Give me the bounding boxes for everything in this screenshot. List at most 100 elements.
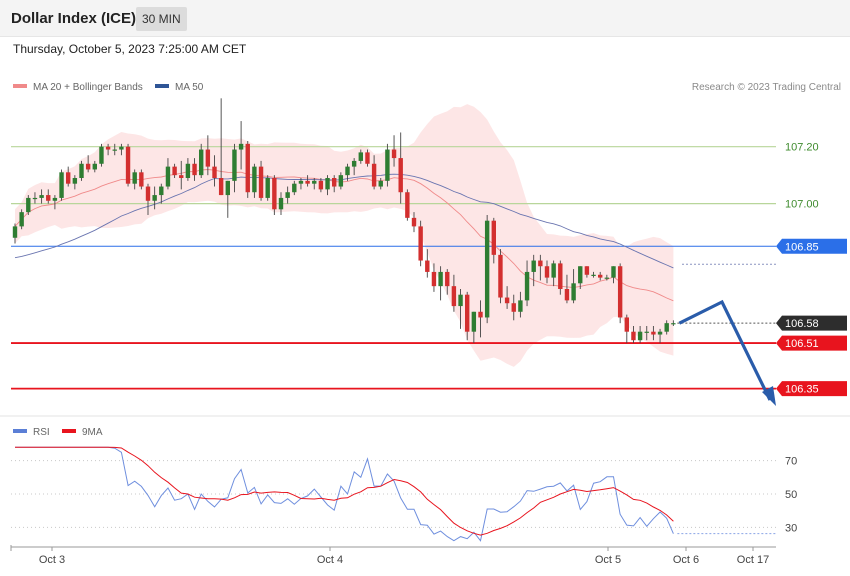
candle-body [551,263,556,278]
candle-body [671,323,676,325]
candle-body [52,197,58,201]
candle-body [232,149,237,181]
forecast-arrow [678,299,776,406]
bollinger-band [15,104,674,367]
rsi-legend-label: RSI [33,427,50,438]
candle-body [119,146,124,150]
candle-body [451,286,457,307]
ma20-legend-swatch [13,84,27,88]
candle-body [558,263,563,289]
level-label-107.00: 107.00 [785,199,819,211]
rsi-legend-swatch [13,429,27,433]
candle-body [145,186,151,201]
candle-body [66,172,71,184]
candle-body [105,146,111,150]
candle-body [305,180,310,184]
price-legend: MA 20 + Bollinger Bands MA 50 Research ©… [13,82,841,93]
candle-body [298,180,304,184]
candle-body [192,163,197,176]
ma50-legend-label: MA 50 [175,82,204,93]
candle-body [179,175,184,178]
candle-body [351,160,357,167]
candle-body [604,277,610,279]
header-bar: Dollar Index (ICE) 30 MIN [0,0,850,37]
candle-body [238,143,244,150]
x-tick-label: Oct 6 [673,554,699,566]
candle-body [139,172,144,187]
candle-body [332,178,337,187]
x-axis: Oct 3 Oct 4 Oct 5 Oct 6 Oct 17 [10,545,776,566]
chart-datetime: Thursday, October 5, 2023 7:25:00 AM CET [13,42,247,56]
candle-body [79,163,84,178]
candle-body [112,149,117,151]
level-tag-106.35 [776,381,847,397]
candle-body [511,303,516,312]
ma20-legend-label: MA 20 + Bollinger Bands [33,82,143,93]
level-tag-106.85 [776,238,847,254]
candle-body [245,143,250,193]
candle-body [32,197,38,200]
candle-body [172,166,177,176]
candle-body [465,294,470,332]
candle-body [491,220,496,255]
candle-body [185,163,191,178]
level-label-106.85: 106.85 [785,241,819,253]
candle-body [199,149,204,176]
candle-body [165,166,171,187]
ma50-line [14,173,674,269]
candle-body [318,180,324,190]
candle-body [664,323,669,332]
x-tick-label: Oct 5 [595,554,621,566]
candle-body [205,149,211,167]
candle-body [411,217,417,227]
level-label-106.51: 106.51 [785,338,819,350]
candle-body [611,266,616,278]
forecast-arrow-head [762,386,776,406]
rsi-ma-legend-label: 9MA [82,427,103,438]
candle-body [651,331,656,335]
candle-body [657,331,663,335]
candle-body [391,149,397,159]
candle-body [385,149,390,181]
candle-body [538,260,543,267]
candle-body [637,331,643,341]
candle-body [125,146,131,184]
candle-body [278,197,284,210]
candle-body [431,271,437,287]
forecast-arrow-path [678,299,772,401]
level-tag-106.58 [776,315,847,331]
candle-body [524,271,530,301]
candlesticks [12,98,676,344]
level-labels: 107.20 107.00 106.85 106.58 106.51 106.35 [776,142,847,397]
candle-body [85,163,91,170]
candle-body [471,311,477,332]
candle-body [498,254,503,298]
x-tick-label: Oct 4 [317,554,343,566]
candle-body [571,283,576,301]
candle-body [92,163,97,170]
price-levels [11,146,776,390]
candle-body [578,266,583,284]
research-credit: Research © 2023 Trading Central [692,82,841,93]
rsi-panel: 30 50 70 [11,446,797,542]
candle-body [59,172,64,198]
candle-body [132,172,137,184]
candle-body [624,317,629,332]
candle-body [325,178,330,190]
candle-body [26,197,31,213]
candle-body [159,186,164,196]
candle-body [358,152,363,161]
candle-body [591,274,596,276]
x-tick-label: Oct 17 [737,554,769,566]
timeframe-badge[interactable]: 30 MIN [136,7,187,31]
candle-body [338,175,344,187]
candle-body [438,271,443,287]
candle-body [544,266,550,278]
level-label-107.20: 107.20 [785,142,819,154]
candle-body [531,260,536,272]
rsi-tick-50: 50 [785,489,797,501]
candle-body [218,178,224,196]
candle-body [484,220,490,318]
